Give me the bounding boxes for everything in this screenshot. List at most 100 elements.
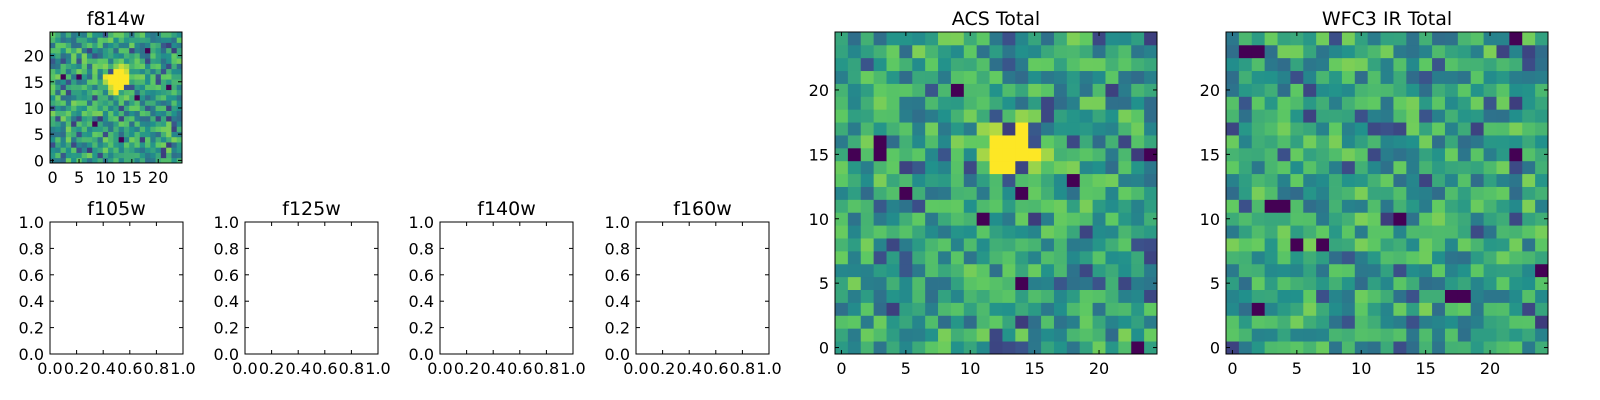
pixel-cell xyxy=(1419,315,1433,329)
pixel-cell xyxy=(81,110,88,117)
pixel-cell xyxy=(1522,302,1536,316)
pixel-cell xyxy=(1303,328,1317,342)
pixel-cell xyxy=(1354,173,1369,187)
pixel-cell xyxy=(1290,70,1304,84)
pixel-cell xyxy=(1419,160,1433,175)
pixel-cell xyxy=(1483,238,1497,252)
pixel-cell xyxy=(166,126,172,132)
pixel-cell xyxy=(938,263,952,278)
pixel-cell xyxy=(1290,160,1304,175)
pixel-cell xyxy=(1226,186,1240,200)
pixel-cell xyxy=(1015,289,1029,303)
pixel-cell xyxy=(1329,328,1343,342)
pixel-cell xyxy=(886,32,900,46)
pixel-cell xyxy=(92,37,98,43)
pixel-cell xyxy=(118,32,125,38)
pixel-cell xyxy=(1329,57,1343,72)
pixel-cell xyxy=(1079,32,1093,46)
pixel-cell xyxy=(1251,238,1266,252)
pixel-cell xyxy=(1509,135,1523,149)
pixel-cell xyxy=(860,44,875,59)
pixel-cell xyxy=(886,315,900,329)
pixel-cell xyxy=(71,121,77,127)
pixel-cell xyxy=(938,70,952,84)
pixel-cell xyxy=(1131,173,1145,187)
pixel-cell xyxy=(145,73,151,80)
pixel-cell xyxy=(1118,83,1132,97)
pixel-cell xyxy=(1496,122,1510,136)
pixel-cell xyxy=(1290,212,1304,226)
pixel-cell xyxy=(1264,315,1278,329)
pixel-cell xyxy=(1419,122,1433,136)
pixel-cell xyxy=(1264,44,1278,59)
pixel-cell xyxy=(1354,315,1369,329)
pixel-cell xyxy=(847,238,862,252)
pixel-cell xyxy=(102,105,109,111)
pixel-cell xyxy=(1535,276,1549,290)
pixel-cell xyxy=(86,126,93,132)
pixel-cell xyxy=(150,110,156,117)
pixel-cell xyxy=(899,302,913,316)
x-tick-label: 0 xyxy=(836,359,846,378)
pixel-cell xyxy=(1444,238,1459,252)
pixel-cell xyxy=(1444,302,1459,316)
pixel-cell xyxy=(1041,212,1055,226)
pixel-cell xyxy=(108,37,114,43)
pixel-cell xyxy=(1264,250,1278,265)
pixel-cell xyxy=(1367,96,1381,110)
y-tick-label: 0 xyxy=(34,151,44,170)
pixel-cell xyxy=(92,126,98,132)
pixel-cell xyxy=(1079,276,1093,290)
pixel-cell xyxy=(1238,315,1253,329)
pixel-cell xyxy=(1354,289,1369,303)
pixel-cell xyxy=(55,52,61,59)
pixel-cell xyxy=(71,105,77,111)
pixel-cell xyxy=(1470,135,1484,149)
pixel-cell xyxy=(1251,276,1266,290)
pixel-cell xyxy=(950,160,965,175)
pixel-cell xyxy=(118,157,125,164)
pixel-cell xyxy=(1509,225,1523,239)
pixel-cell xyxy=(963,173,978,187)
pixel-cell xyxy=(1470,147,1484,162)
pixel-cell xyxy=(1053,109,1068,123)
y-tick-label: 20 xyxy=(1200,81,1220,100)
pixel-cell xyxy=(129,121,135,127)
pixel-cell xyxy=(60,79,67,85)
pixel-cell xyxy=(1522,341,1536,355)
pixel-cell xyxy=(860,238,875,252)
pixel-cell xyxy=(1535,199,1549,213)
pixel-cell xyxy=(1303,289,1317,303)
pixel-cell xyxy=(1457,212,1472,226)
pixel-cell xyxy=(145,131,151,138)
pixel-cell xyxy=(1041,238,1055,252)
pixel-cell xyxy=(1419,250,1433,265)
pixel-cell xyxy=(1131,96,1145,110)
x-tick-label: 0.4 xyxy=(676,359,701,378)
pixel-cell xyxy=(1144,289,1158,303)
pixel-cell xyxy=(1522,328,1536,342)
pixel-cell xyxy=(176,136,183,143)
pixel-cell xyxy=(835,44,849,59)
f125w-axes-frame xyxy=(244,221,379,355)
pixel-cell xyxy=(1105,276,1119,290)
pixel-cell xyxy=(989,341,1003,355)
pixel-cell xyxy=(1432,70,1446,84)
pixel-cell xyxy=(92,89,98,96)
pixel-cell xyxy=(1393,186,1407,200)
pixel-cell xyxy=(1118,238,1132,252)
acs-total-pixels xyxy=(835,32,1158,355)
pixel-cell xyxy=(123,142,130,148)
pixel-cell xyxy=(1066,225,1081,239)
pixel-cell xyxy=(71,89,77,96)
pixel-cell xyxy=(86,68,93,75)
pixel-cell xyxy=(847,44,862,59)
pixel-cell xyxy=(1535,315,1549,329)
pixel-cell xyxy=(1290,122,1304,136)
pixel-cell xyxy=(1522,135,1536,149)
pixel-cell xyxy=(171,84,178,91)
pixel-cell xyxy=(92,79,98,85)
pixel-cell xyxy=(1144,70,1158,84)
pixel-cell xyxy=(860,263,875,278)
pixel-cell xyxy=(171,126,178,132)
